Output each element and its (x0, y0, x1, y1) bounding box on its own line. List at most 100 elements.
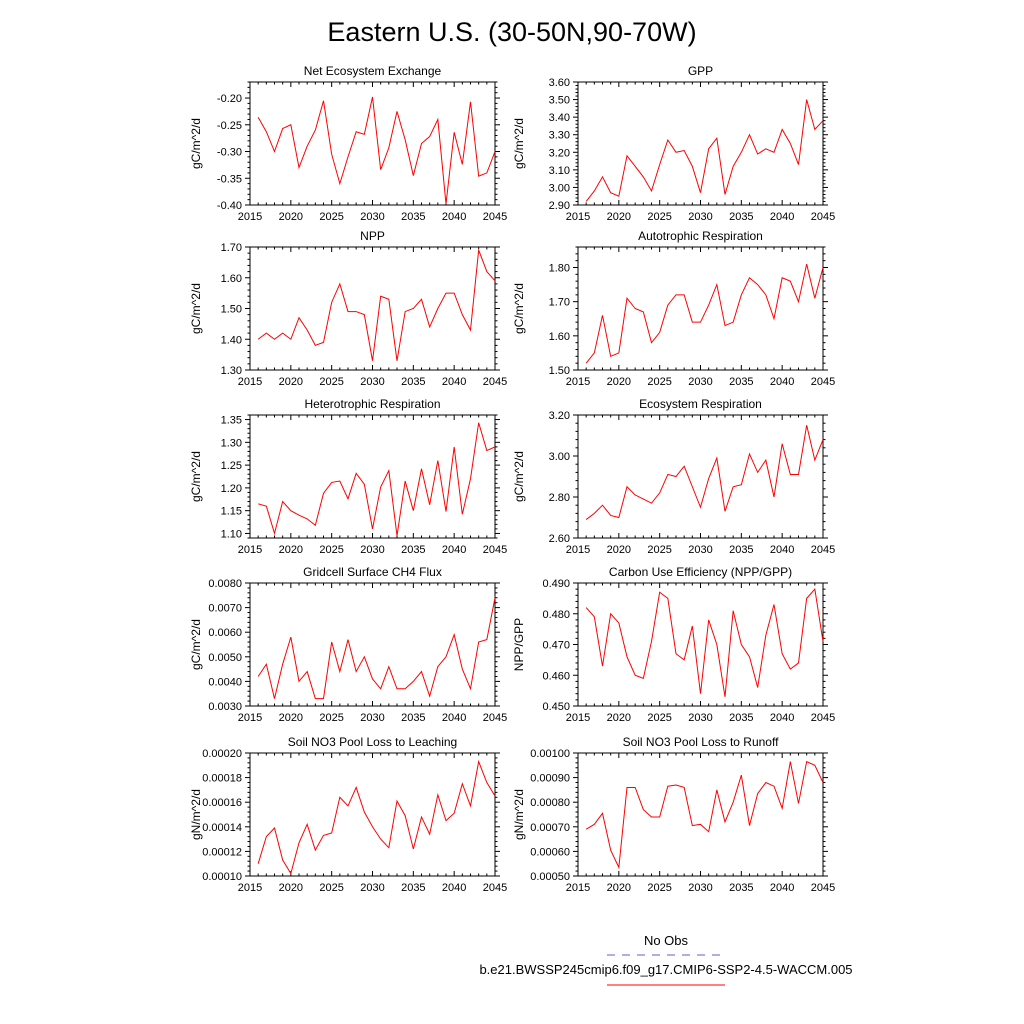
y-tick-label: 1.80 (549, 263, 570, 275)
x-tick-label: 2040 (770, 211, 794, 223)
x-tick-label: 2025 (319, 376, 343, 388)
x-tick-label: 2020 (607, 712, 631, 724)
x-tick-label: 2025 (647, 211, 671, 223)
y-tick-label: 3.20 (549, 410, 570, 422)
x-tick-label: 2020 (279, 544, 303, 556)
x-tick-label: 2025 (647, 882, 671, 894)
series-line (258, 422, 496, 536)
x-tick-label: 2040 (770, 544, 794, 556)
x-tick-label: 2040 (442, 376, 466, 388)
y-tick-label: 1.40 (221, 334, 242, 346)
x-tick-label: 2020 (279, 712, 303, 724)
panel-8: Soil NO3 Pool Loss to Leaching 2015 2020 20… (189, 735, 507, 894)
y-tick-label: 1.50 (549, 365, 570, 377)
y-tick-label: 3.40 (549, 112, 570, 124)
y-tick-label: -0.35 (217, 173, 242, 185)
panels: Net Ecosystem Exchange 2015 2020 2025 2030 20… (189, 64, 835, 894)
y-tick-label: 3.20 (549, 147, 570, 159)
series-line (585, 99, 824, 202)
series-line (257, 96, 496, 204)
x-tick-label: 2045 (483, 376, 507, 388)
x-tick-label: 2030 (688, 376, 712, 388)
panel-1: GPP 2015 2020 2025 2030 2035 2040 2045 2.90 3.00 3… (512, 64, 835, 223)
series-line (585, 263, 824, 364)
y-tick-label: 1.35 (221, 415, 242, 427)
series-line (585, 760, 824, 870)
x-tick-label: 2030 (360, 712, 384, 724)
y-tick-label: 1.10 (221, 528, 242, 540)
y-tick-label: 0.470 (542, 640, 570, 652)
x-tick-label: 2030 (360, 544, 384, 556)
plot-frame (577, 582, 824, 707)
y-axis-label: gC/m^2/d (189, 283, 203, 334)
y-tick-label: 1.20 (221, 483, 242, 495)
y-axis-label: gC/m^2/d (189, 118, 203, 169)
panel-title: Net Ecosystem Exchange (304, 64, 442, 78)
x-tick-label: 2020 (279, 376, 303, 388)
panel-title: Carbon Use Efficiency (NPP/GPP) (609, 565, 792, 579)
y-tick-label: 1.50 (221, 304, 242, 316)
x-tick-label: 2035 (401, 376, 425, 388)
x-tick-label: 2030 (360, 211, 384, 223)
panel-title: Gridcell Surface CH4 Flux (303, 565, 442, 579)
x-tick-label: 2035 (729, 211, 753, 223)
y-tick-label: 2.90 (549, 200, 570, 212)
x-tick-label: 2040 (770, 882, 794, 894)
panel-9: Soil NO3 Pool Loss to Runoff 2015 2020 2025… (512, 735, 835, 894)
y-tick-label: 0.0050 (208, 652, 242, 664)
x-tick-label: 2045 (483, 544, 507, 556)
x-tick-label: 2045 (483, 712, 507, 724)
y-axis-label: gN/m^2/d (189, 789, 203, 840)
x-tick-label: 2045 (483, 882, 507, 894)
series-line (257, 759, 496, 875)
y-tick-label: 0.00090 (530, 773, 570, 785)
y-axis-label: gN/m^2/d (512, 789, 526, 840)
x-tick-label: 2035 (401, 712, 425, 724)
panel-title: NPP (360, 229, 385, 243)
y-tick-label: 1.70 (549, 297, 570, 309)
y-axis-label: gC/m^2/d (512, 451, 526, 502)
x-tick-label: 2035 (729, 712, 753, 724)
y-tick-label: 0.00010 (202, 871, 242, 883)
legend: No Obs b.e21.BWSSP245cmip6.f09_g17.CMIP6-… (479, 933, 853, 986)
y-tick-label: 0.00012 (202, 846, 242, 858)
y-tick-label: 1.25 (221, 460, 242, 472)
x-tick-label: 2020 (607, 376, 631, 388)
series-line (257, 249, 496, 361)
x-tick-label: 2045 (811, 376, 835, 388)
panel-title: GPP (688, 64, 713, 78)
y-tick-label: 0.0030 (208, 701, 242, 713)
series-line (257, 597, 496, 700)
y-tick-label: 0.490 (542, 578, 570, 590)
x-tick-label: 2025 (647, 376, 671, 388)
y-axis-label: gC/m^2/d (512, 118, 526, 169)
y-tick-label: 3.10 (549, 165, 570, 177)
y-tick-label: 1.15 (221, 506, 242, 518)
x-tick-label: 2015 (238, 544, 262, 556)
x-tick-label: 2025 (647, 712, 671, 724)
y-tick-label: 1.30 (221, 437, 242, 449)
y-tick-label: -0.25 (217, 120, 242, 132)
y-tick-label: 0.0080 (208, 578, 242, 590)
plot-frame (249, 246, 496, 371)
x-tick-label: 2025 (319, 211, 343, 223)
y-tick-label: 2.80 (549, 492, 570, 504)
panel-title: Autotrophic Respiration (638, 229, 763, 243)
x-tick-label: 2045 (811, 211, 835, 223)
figure-title: Eastern U.S. (30-50N,90-70W) (327, 17, 696, 47)
x-tick-label: 2030 (688, 882, 712, 894)
y-tick-label: 1.60 (221, 273, 242, 285)
y-tick-label: 0.00100 (530, 748, 570, 760)
panel-2: NPP 2015 2020 2025 2030 2035 2040 2045 1.30 1.40 1… (189, 229, 507, 388)
panel-0: Net Ecosystem Exchange 2015 2020 2025 2030 20… (189, 64, 507, 223)
y-tick-label: 0.00060 (530, 846, 570, 858)
y-axis-label: gC/m^2/d (189, 619, 203, 670)
x-tick-label: 2015 (566, 544, 590, 556)
panel-title: Ecosystem Respiration (639, 397, 762, 411)
x-tick-label: 2040 (442, 544, 466, 556)
y-tick-label: 0.00020 (202, 748, 242, 760)
y-tick-label: 3.30 (549, 130, 570, 142)
panel-4: Heterotrophic Respiration 2015 2020 2025 203… (189, 397, 507, 556)
x-tick-label: 2035 (401, 882, 425, 894)
